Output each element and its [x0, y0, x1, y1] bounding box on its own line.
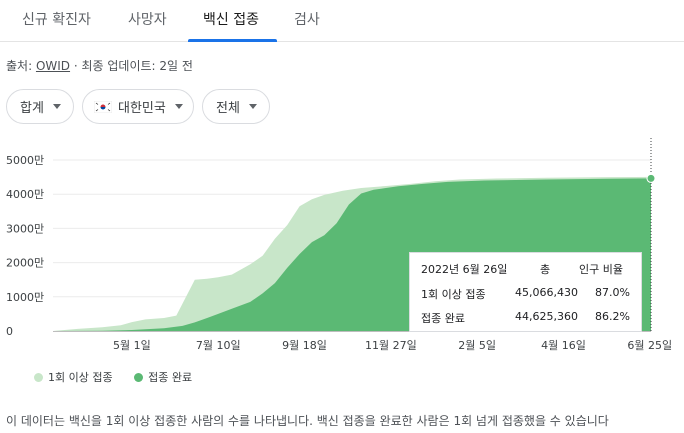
tooltip-row-pct: 87.0%: [595, 286, 630, 299]
tab-bar: 신규 확진자 사망자 백신 접종 검사: [0, 0, 684, 42]
tooltip-row-total: 44,625,360: [515, 310, 578, 323]
y-tick-label: 2000만: [6, 257, 44, 270]
x-tick-label: 11월 27일: [365, 338, 417, 352]
caret-down-icon: [52, 104, 61, 109]
hover-marker: [646, 173, 656, 183]
caret-down-icon: [174, 104, 183, 109]
tab-new-cases[interactable]: 신규 확진자: [22, 12, 91, 28]
x-tick-label: 6월 25일: [627, 338, 672, 352]
legend-label: 1회 이상 접종: [48, 371, 113, 384]
y-tick-label: 3000만: [6, 222, 44, 235]
footnote: 이 데이터는 백신을 1회 이상 접종한 사람의 수를 나타냅니다. 백신 접종…: [6, 414, 609, 428]
tooltip-row-pct: 86.2%: [595, 310, 630, 323]
chart-tooltip: 2022년 6월 26일 총 인구 비율 1회 이상 접종 45,066,430…: [409, 252, 642, 332]
y-tick-label: 1000만: [6, 291, 44, 304]
tab-deaths[interactable]: 사망자: [128, 12, 167, 28]
range-filter-label: 전체: [216, 101, 240, 116]
tooltip-row-total: 45,066,430: [515, 286, 578, 299]
x-tick-label: 9월 18일: [282, 338, 327, 352]
caret-down-icon: [248, 104, 257, 109]
legend-dot: [34, 373, 43, 382]
x-tick-label: 4월 16일: [541, 338, 586, 352]
legend-item-dose1: 1회 이상 접종: [34, 369, 113, 385]
tooltip-date: 2022년 6월 26일: [421, 263, 508, 276]
tooltip-col-pct: 인구 비율: [579, 263, 623, 276]
y-tick-label: 4000만: [6, 188, 44, 201]
region-filter-dropdown[interactable]: 대한민국: [82, 89, 194, 124]
legend-dot: [134, 373, 144, 382]
tooltip-row-label: 1회 이상 접종: [421, 288, 486, 301]
y-tick-label: 0: [6, 325, 13, 338]
legend-label: 접종 완료: [148, 371, 193, 384]
x-tick-label: 7월 10일: [196, 338, 241, 352]
tab-testing[interactable]: 검사: [294, 12, 320, 28]
source-line: 출처: OWID · 최종 업데이트: 2일 전: [6, 57, 193, 74]
tab-vaccinations[interactable]: 백신 접종: [203, 12, 259, 28]
chart-legend: 1회 이상 접종 접종 완료: [34, 369, 210, 385]
metric-filter-label: 합계: [20, 101, 44, 116]
range-filter-dropdown[interactable]: 전체: [202, 89, 270, 124]
tooltip-row-label: 접종 완료: [421, 312, 465, 325]
region-filter-label: 대한민국: [118, 101, 166, 116]
metric-filter-dropdown[interactable]: 합계: [6, 89, 74, 124]
last-updated: · 최종 업데이트: 2일 전: [70, 59, 193, 73]
active-tab-indicator: [188, 39, 277, 42]
source-prefix: 출처:: [6, 59, 36, 73]
x-tick-label: 5월 1일: [113, 338, 151, 352]
korea-flag-icon: [94, 100, 112, 113]
y-tick-label: 5000만: [6, 154, 44, 167]
legend-item-complete: 접종 완료: [134, 369, 192, 385]
tooltip-col-total: 총: [540, 263, 551, 276]
source-link[interactable]: OWID: [35, 59, 71, 73]
x-tick-label: 2월 5일: [458, 338, 496, 352]
